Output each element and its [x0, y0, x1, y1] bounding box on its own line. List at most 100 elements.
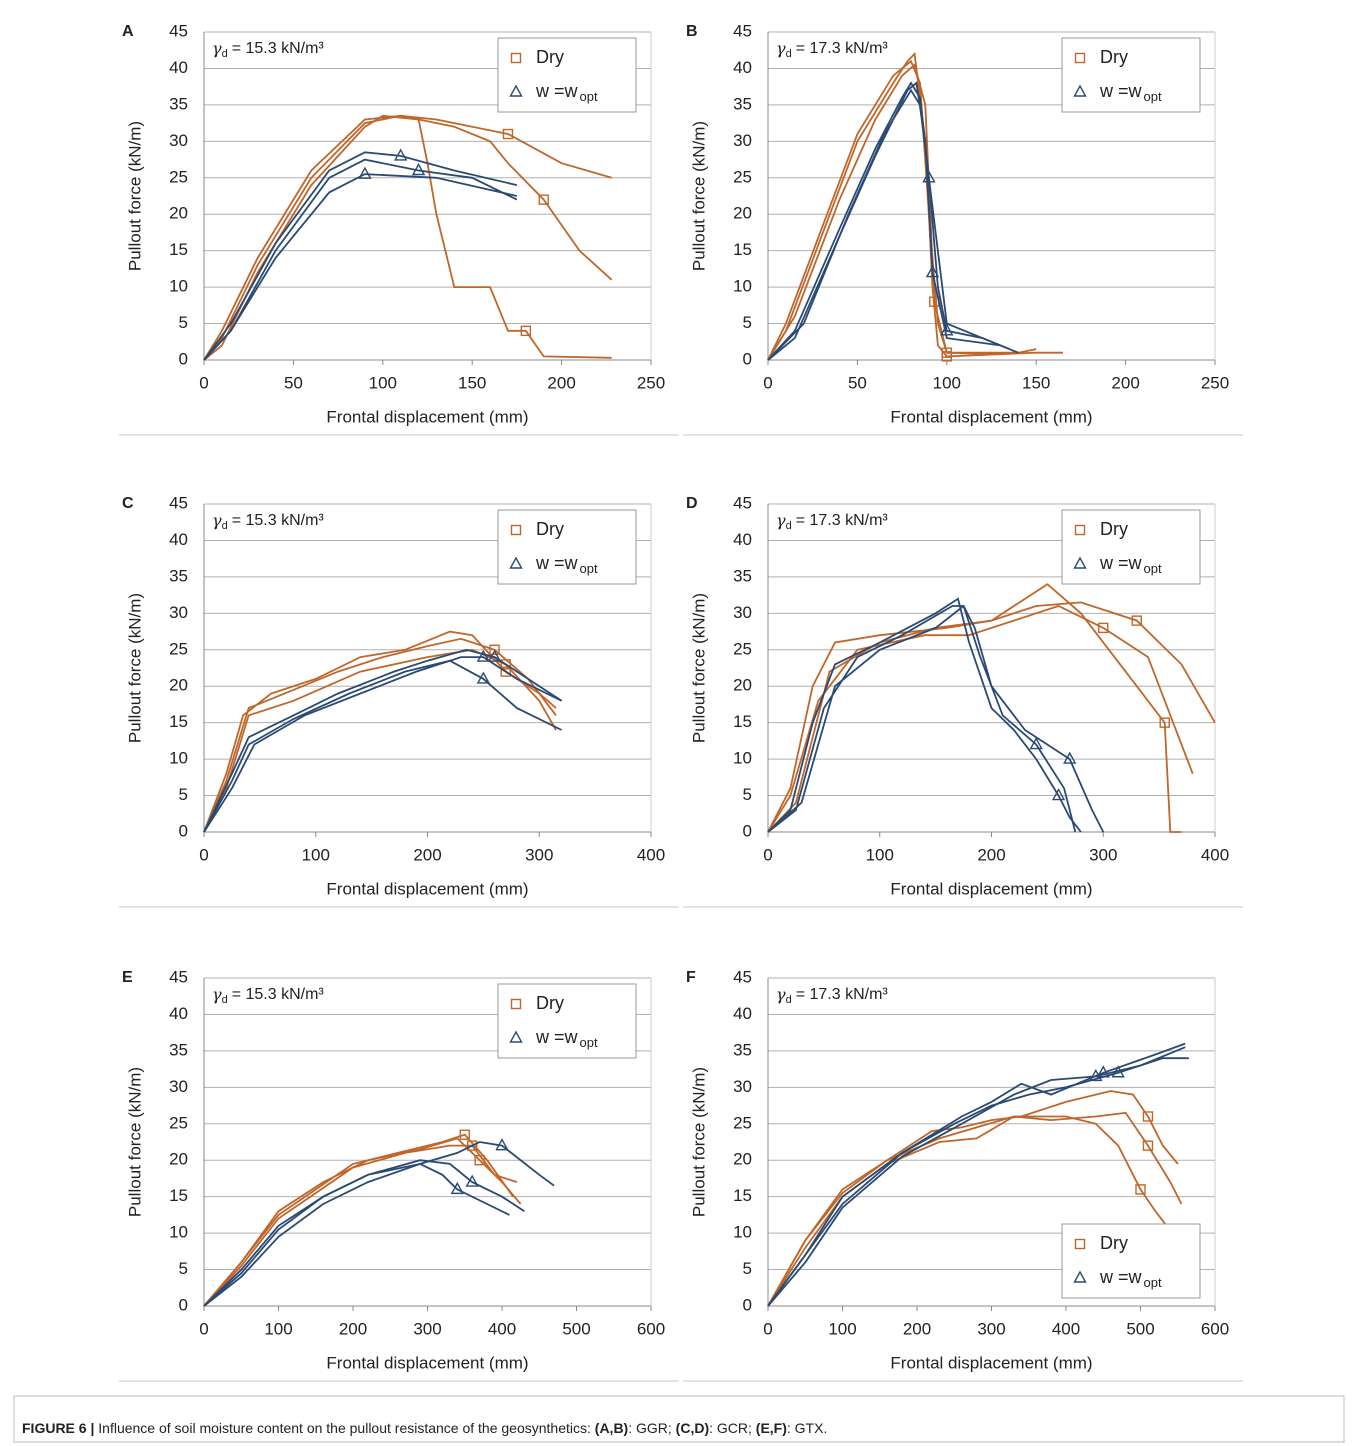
annotation: γd = 15.3 kN/m³ — [212, 39, 324, 60]
annotation: γd = 17.3 kN/m³ — [776, 511, 888, 532]
annotation-symbol: γ — [212, 985, 222, 1004]
annotation-subscript: d — [786, 994, 792, 1006]
annotation-symbol: γ — [212, 39, 222, 58]
y-tick-label: 30 — [169, 131, 188, 150]
legend-label: Dry — [536, 519, 564, 539]
annotation-text: = 15.3 kN/m³ — [232, 986, 325, 1003]
x-tick-label: 100 — [933, 373, 961, 392]
y-axis-title: Pullout force (kN/m) — [125, 121, 144, 271]
legend-marker — [509, 84, 523, 97]
y-tick-label: 30 — [169, 603, 188, 622]
y-tick-label: 40 — [169, 530, 188, 549]
marker — [1135, 1184, 1146, 1195]
annotation-subscript: d — [222, 48, 228, 60]
curve — [203, 173, 518, 361]
annotation: γd = 17.3 kN/m³ — [776, 985, 888, 1006]
annotation-subscript: d — [222, 520, 228, 532]
annotation: γd = 15.3 kN/m³ — [212, 511, 324, 532]
y-tick-label: 45 — [169, 493, 188, 512]
y-tick-label: 10 — [733, 749, 752, 768]
legend-marker — [1074, 52, 1086, 64]
marker — [500, 666, 511, 677]
x-tick-label: 250 — [1201, 373, 1229, 392]
legend-name: w =w — [1099, 81, 1143, 101]
y-tick-label: 15 — [733, 1186, 752, 1205]
x-tick-label: 0 — [763, 373, 772, 392]
panel-label: A — [122, 23, 134, 40]
annotation-subscript: d — [222, 994, 228, 1006]
y-tick-label: 40 — [733, 1004, 752, 1023]
y-tick-label: 20 — [169, 676, 188, 695]
marker — [467, 1140, 478, 1151]
y-tick-label: 10 — [169, 277, 188, 296]
curve — [767, 605, 1194, 833]
y-tick-label: 15 — [733, 712, 752, 731]
annotation-subscript: d — [786, 520, 792, 532]
y-tick-label: 0 — [743, 1295, 752, 1314]
marker — [1142, 1111, 1154, 1122]
marker — [487, 649, 502, 662]
curve — [203, 1159, 525, 1307]
y-tick-label: 25 — [733, 639, 752, 658]
annotation-text: = 17.3 kN/m³ — [796, 512, 889, 529]
x-tick-label: 300 — [977, 1319, 1005, 1338]
marker — [459, 1129, 470, 1140]
caption-frame — [13, 1395, 1345, 1443]
y-tick-label: 30 — [733, 131, 752, 150]
curve — [203, 656, 562, 833]
x-tick-label: 100 — [302, 845, 330, 864]
y-tick-label: 5 — [179, 313, 188, 332]
annotation-symbol: γ — [776, 39, 786, 58]
y-tick-label: 40 — [169, 1004, 188, 1023]
curve — [767, 583, 1182, 833]
x-axis-title: Frontal displacement (mm) — [890, 879, 1092, 898]
legend-box — [1061, 1223, 1201, 1299]
y-axis-title: Pullout force (kN/m) — [125, 1067, 144, 1217]
marker — [465, 1174, 479, 1187]
y-tick-label: 15 — [169, 240, 188, 259]
annotation-text: = 17.3 kN/m³ — [796, 40, 889, 57]
x-tick-label: 400 — [1201, 845, 1229, 864]
annotation: γd = 17.3 kN/m³ — [776, 39, 888, 60]
y-axis-title: Pullout force (kN/m) — [689, 121, 708, 271]
legend-label: Dry — [1100, 47, 1128, 67]
curve — [203, 151, 518, 361]
legend-name: Dry — [1100, 1233, 1128, 1253]
legend-name: w =w — [535, 81, 579, 101]
marker — [922, 170, 936, 183]
x-axis-title: Frontal displacement (mm) — [890, 1353, 1092, 1372]
y-tick-label: 20 — [733, 204, 752, 223]
x-axis-title: Frontal displacement (mm) — [326, 879, 528, 898]
legend-label: Dry — [536, 993, 564, 1013]
legend-box — [1061, 509, 1201, 585]
legend-label: w =w opt — [535, 1027, 598, 1051]
legend-box — [497, 983, 637, 1059]
x-tick-label: 0 — [763, 1319, 772, 1338]
y-axis-title: Pullout force (kN/m) — [689, 593, 708, 743]
legend-box — [497, 37, 637, 113]
marker — [502, 128, 514, 140]
legend-box — [497, 509, 637, 585]
y-tick-label: 45 — [169, 21, 188, 40]
curve — [767, 597, 1082, 833]
y-tick-label: 35 — [169, 94, 188, 113]
legend-label: Dry — [536, 47, 564, 67]
marker — [474, 1155, 485, 1166]
annotation: γd = 15.3 kN/m³ — [212, 985, 324, 1006]
legend-label: Dry — [1100, 1233, 1128, 1253]
curve — [767, 63, 1001, 361]
x-tick-label: 100 — [369, 373, 397, 392]
panel-label: D — [686, 495, 698, 512]
y-tick-label: 15 — [169, 712, 188, 731]
curve — [767, 1042, 1186, 1307]
curve — [203, 158, 518, 361]
curve — [767, 88, 1010, 361]
curve — [203, 1141, 555, 1307]
marker — [1098, 622, 1109, 634]
legend-marker — [510, 998, 522, 1010]
legend-box — [1061, 37, 1201, 113]
legend-marker — [1073, 84, 1087, 97]
marker — [1131, 615, 1142, 626]
y-tick-label: 45 — [733, 21, 752, 40]
